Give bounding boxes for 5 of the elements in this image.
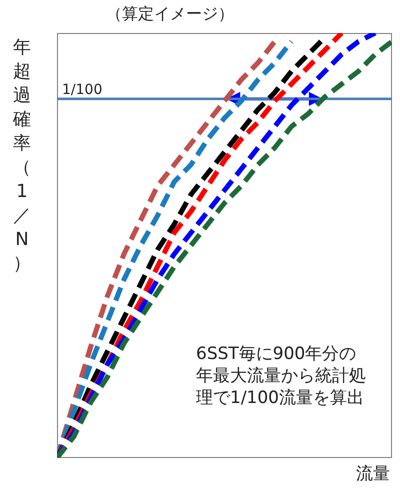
text: 年超過確率（1／N） xyxy=(13,37,31,274)
ref-line-label: 1/100 xyxy=(62,82,102,98)
annotation: 6SST毎に900年分の年最大流量から統計処理で1/100流量を算出 xyxy=(196,343,367,409)
x-axis-title: 流量 xyxy=(356,463,390,485)
chart-title: （算定イメージ） xyxy=(105,4,235,25)
